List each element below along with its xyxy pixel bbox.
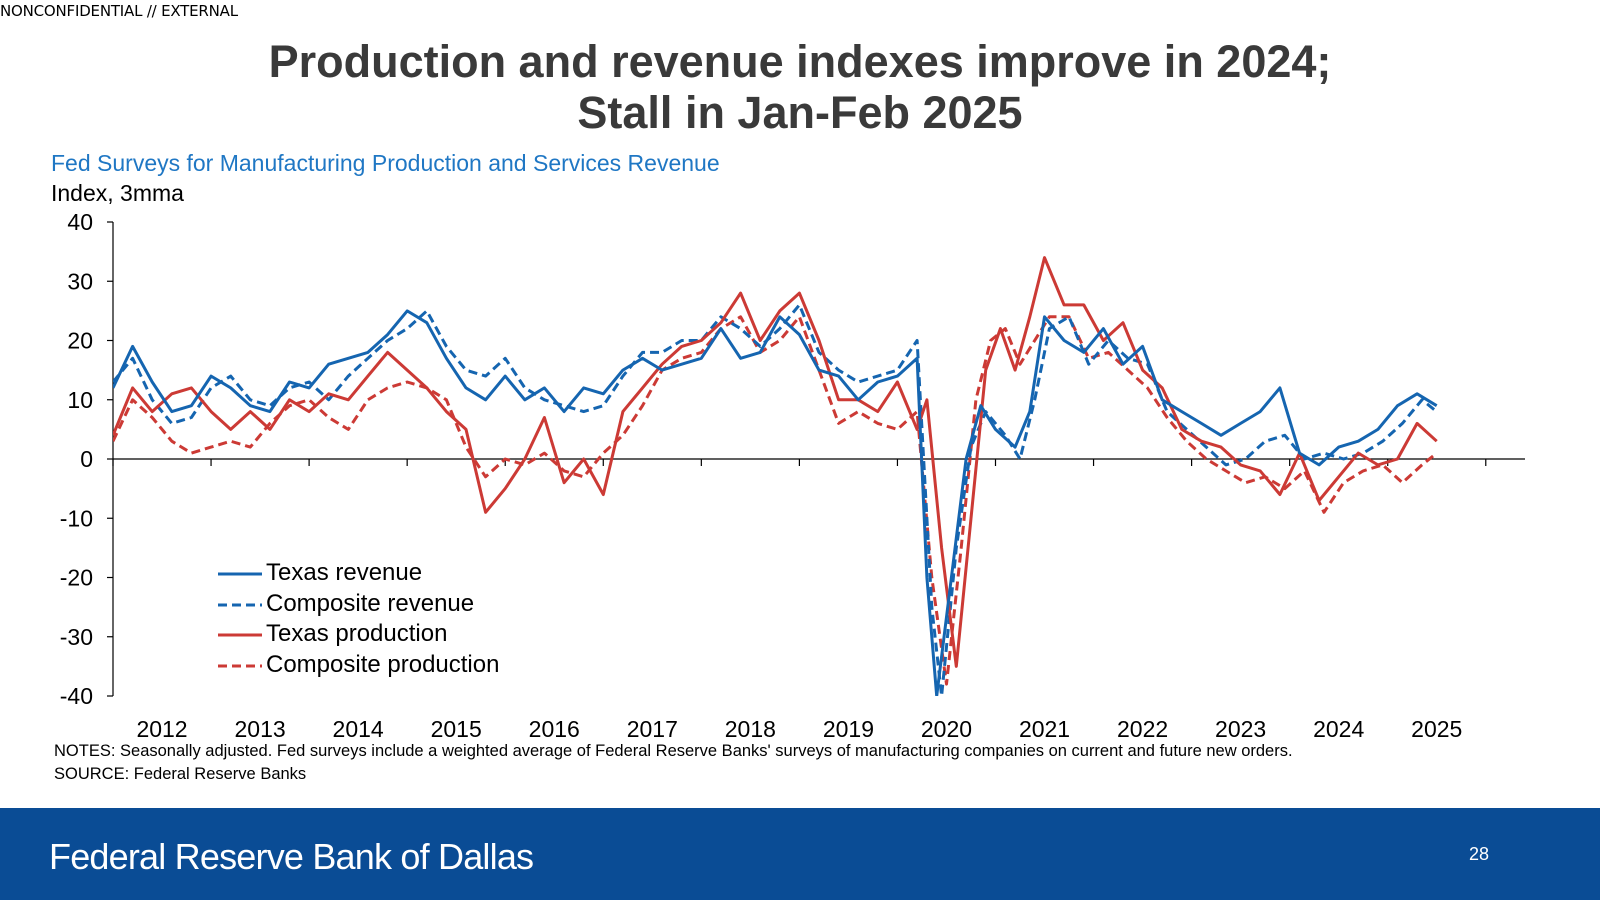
headline-line-1: Production and revenue indexes improve i…: [268, 36, 1332, 87]
y-tick-label: 20: [67, 328, 93, 354]
y-axis-label: Index, 3mma: [51, 180, 184, 206]
x-tick-label: 2021: [1019, 716, 1070, 740]
legend-line-dashed-blue-icon: [218, 603, 262, 606]
legend-line-dashed-red-icon: [218, 664, 262, 667]
footer-bar: Federal Reserve Bank of Dallas 28: [0, 808, 1600, 900]
legend-label: Composite revenue: [266, 589, 475, 617]
page-number: 28: [1469, 844, 1490, 864]
legend-label: Composite production: [266, 650, 500, 678]
y-tick-label: -10: [60, 505, 93, 531]
y-tick-label: 10: [67, 387, 93, 413]
series-line-composite-revenue: [113, 303, 1438, 696]
y-tick-label: 0: [80, 446, 93, 472]
series-line-texas-production: [113, 256, 1438, 668]
footer-brand: Federal Reserve Bank of Dallas: [49, 836, 534, 877]
y-tick-label: -30: [60, 624, 93, 650]
chart-title: Fed Surveys for Manufacturing Production…: [51, 150, 720, 176]
y-tick-label: -20: [60, 565, 93, 591]
notes-text: NOTES: Seasonally adjusted. Fed surveys …: [54, 742, 1293, 760]
series-line-composite-production: [113, 315, 1438, 686]
x-tick-label: 2023: [1215, 716, 1266, 740]
x-tick-label: 2019: [823, 716, 874, 740]
source-text: SOURCE: Federal Reserve Banks: [54, 765, 307, 783]
legend-label: Texas revenue: [266, 559, 423, 586]
x-tick-label: 2012: [136, 716, 187, 740]
y-tick-label: -40: [60, 683, 93, 709]
legend-line-solid-red-icon: [218, 633, 262, 637]
chart-notes: NOTES: Seasonally adjusted. Fed surveys …: [54, 740, 1293, 786]
x-tick-label: 2025: [1411, 716, 1462, 740]
legend-line-solid-blue-icon: [218, 572, 262, 576]
x-tick-label: 2018: [725, 716, 776, 740]
x-tick-label: 2013: [234, 716, 285, 740]
x-tick-label: 2024: [1313, 716, 1364, 740]
x-tick-label: 2016: [529, 716, 580, 740]
series-line-texas-revenue: [113, 309, 1438, 696]
slide-headline: Production and revenue indexes improve i…: [0, 36, 1600, 138]
legend-label: Texas production: [266, 620, 448, 647]
x-tick-label: 2014: [333, 716, 384, 740]
headline-line-2: Stall in Jan-Feb 2025: [577, 87, 1023, 138]
x-tick-label: 2022: [1117, 716, 1168, 740]
x-tick-label: 2015: [431, 716, 482, 740]
x-tick-label: 2020: [921, 716, 972, 740]
y-tick-label: 40: [67, 209, 93, 235]
line-chart: 40 30 20 10 0 -10 -20 -30 -40 2012 2013 2014 2015 201…: [60, 209, 1525, 740]
classification-label: NONCONFIDENTIAL // EXTERNAL: [0, 2, 238, 20]
y-tick-label: 30: [67, 268, 93, 294]
x-tick-label: 2017: [627, 716, 678, 740]
